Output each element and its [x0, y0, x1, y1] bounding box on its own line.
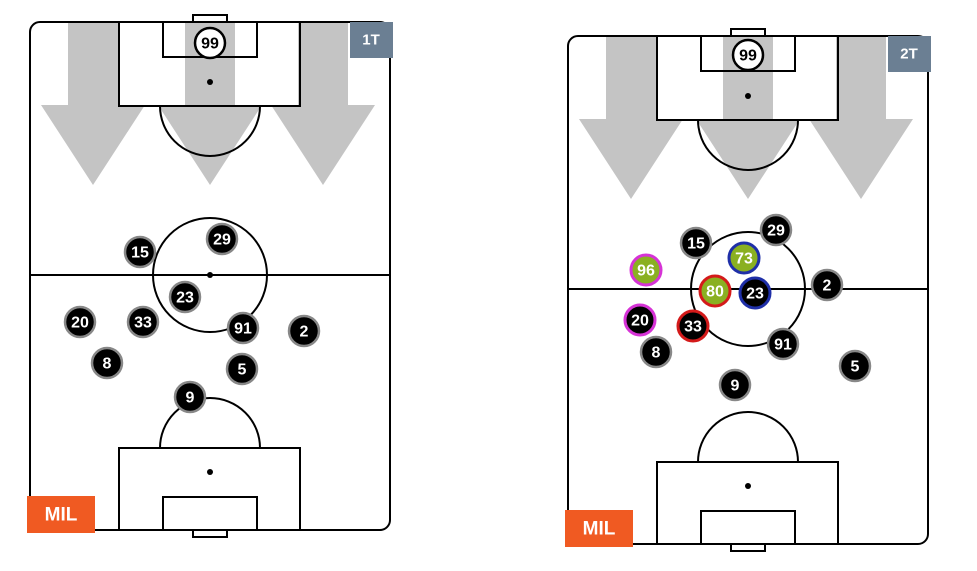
player-marker — [731, 38, 765, 72]
player-number: 5 — [851, 359, 860, 376]
goal — [192, 14, 228, 23]
pitch: 2T MIL — [565, 28, 931, 552]
center-spot — [207, 272, 213, 278]
player-number: 23 — [746, 286, 764, 303]
player-number: 33 — [134, 315, 152, 332]
arrow — [41, 22, 145, 185]
goal-area — [162, 496, 258, 531]
player-marker — [679, 226, 713, 260]
penalty-arc — [159, 105, 261, 157]
player-marker — [123, 235, 157, 269]
arrow — [809, 36, 913, 199]
center-circle — [690, 231, 806, 347]
player-number: 23 — [176, 290, 194, 307]
player-number: 9 — [186, 390, 195, 407]
penalty-box — [656, 461, 839, 545]
player-marker — [676, 309, 710, 343]
arrow — [271, 22, 375, 185]
period-label: 2T — [900, 46, 918, 63]
penalty-arc — [159, 397, 261, 449]
player-marker — [193, 26, 227, 60]
player-number: 91 — [234, 321, 252, 338]
player-marker — [738, 276, 772, 310]
player-number: 73 — [735, 251, 753, 268]
player-marker — [63, 305, 97, 339]
player-number: 8 — [652, 345, 661, 362]
team-label: MIL — [45, 505, 78, 526]
arrow — [579, 36, 683, 199]
player-number: 99 — [201, 36, 219, 53]
team-badge — [565, 510, 633, 547]
player-number: 8 — [103, 356, 112, 373]
player-number: 2 — [300, 324, 309, 341]
player-marker — [838, 349, 872, 383]
player-marker — [90, 346, 124, 380]
player-marker — [698, 274, 732, 308]
player-marker — [126, 305, 160, 339]
penalty-spot — [207, 79, 213, 85]
player-number: 2 — [823, 278, 832, 295]
player-marker — [623, 303, 657, 337]
player-marker — [226, 311, 260, 345]
player-marker — [639, 335, 673, 369]
penalty-arc — [697, 411, 799, 463]
player-marker — [759, 213, 793, 247]
player-marker — [629, 253, 663, 287]
player-number: 5 — [238, 362, 247, 379]
player-number: 29 — [767, 223, 785, 240]
penalty-spot — [745, 93, 751, 99]
period-label: 1T — [362, 32, 380, 49]
goal — [730, 543, 766, 552]
player-marker — [173, 380, 207, 414]
player-number: 9 — [731, 378, 740, 395]
player-number: 29 — [213, 232, 231, 249]
player-marker — [287, 314, 321, 348]
player-marker — [168, 280, 202, 314]
arrow — [696, 36, 800, 199]
player-marker — [718, 368, 752, 402]
player-marker — [205, 222, 239, 256]
player-number: 91 — [774, 337, 792, 354]
arrow — [158, 22, 262, 185]
goal — [192, 529, 228, 538]
pitch: 1T MIL — [27, 14, 393, 538]
penalty-arc — [697, 119, 799, 171]
team-badge — [27, 496, 95, 533]
period-badge — [888, 36, 931, 72]
player-number: 15 — [687, 236, 705, 253]
player-marker — [225, 352, 259, 386]
goal-area — [700, 510, 796, 545]
penalty-spot — [745, 483, 751, 489]
player-number: 33 — [684, 319, 702, 336]
penalty-spot — [207, 469, 213, 475]
player-marker — [810, 268, 844, 302]
player-marker — [727, 241, 761, 275]
player-marker — [766, 327, 800, 361]
player-number: 15 — [131, 245, 149, 262]
player-number: 96 — [637, 263, 655, 280]
center-circle — [152, 217, 268, 333]
penalty-box — [118, 447, 301, 531]
period-badge — [350, 22, 393, 58]
player-number: 20 — [71, 315, 89, 332]
player-number: 20 — [631, 313, 649, 330]
player-number: 80 — [706, 284, 724, 301]
team-label: MIL — [583, 519, 616, 540]
goal — [730, 28, 766, 37]
player-number: 99 — [739, 48, 757, 65]
